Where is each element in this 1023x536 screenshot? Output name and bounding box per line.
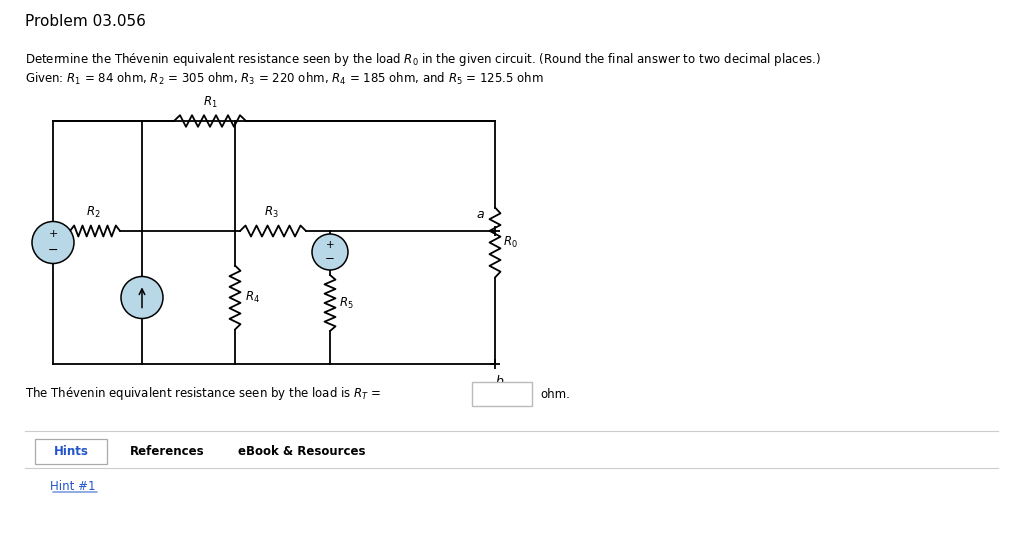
FancyBboxPatch shape bbox=[35, 439, 107, 464]
Text: +: + bbox=[48, 229, 57, 239]
Text: $R_5$: $R_5$ bbox=[339, 295, 354, 310]
Text: +: + bbox=[325, 240, 335, 250]
Text: Hints: Hints bbox=[53, 445, 88, 458]
Text: $R_0$: $R_0$ bbox=[503, 235, 518, 250]
Text: References: References bbox=[130, 445, 205, 458]
Circle shape bbox=[121, 277, 163, 318]
Text: Problem 03.056: Problem 03.056 bbox=[25, 14, 146, 29]
FancyBboxPatch shape bbox=[472, 382, 532, 406]
Text: $R_4$: $R_4$ bbox=[244, 290, 260, 305]
Text: Given: $R_1$ = 84 ohm, $R_2$ = 305 ohm, $R_3$ = 220 ohm, $R_4$ = 185 ohm, and $R: Given: $R_1$ = 84 ohm, $R_2$ = 305 ohm, … bbox=[25, 71, 544, 87]
Text: Determine the Thévenin equivalent resistance seen by the load $R_0$ in the given: Determine the Thévenin equivalent resist… bbox=[25, 51, 820, 68]
Circle shape bbox=[312, 234, 348, 270]
Text: $R_2$: $R_2$ bbox=[86, 205, 100, 220]
Text: Hint #1: Hint #1 bbox=[50, 480, 95, 493]
Text: The Thévenin equivalent resistance seen by the load is $R_T$ =: The Thévenin equivalent resistance seen … bbox=[25, 385, 382, 403]
Text: −: − bbox=[325, 251, 335, 264]
Text: eBook & Resources: eBook & Resources bbox=[238, 445, 365, 458]
Text: ohm.: ohm. bbox=[540, 388, 570, 400]
Text: $R_1$: $R_1$ bbox=[203, 95, 217, 110]
Circle shape bbox=[32, 221, 74, 264]
Text: $a$: $a$ bbox=[476, 208, 485, 221]
Text: $b$: $b$ bbox=[495, 374, 504, 388]
Text: −: − bbox=[48, 243, 58, 257]
Text: $R_3$: $R_3$ bbox=[264, 205, 278, 220]
